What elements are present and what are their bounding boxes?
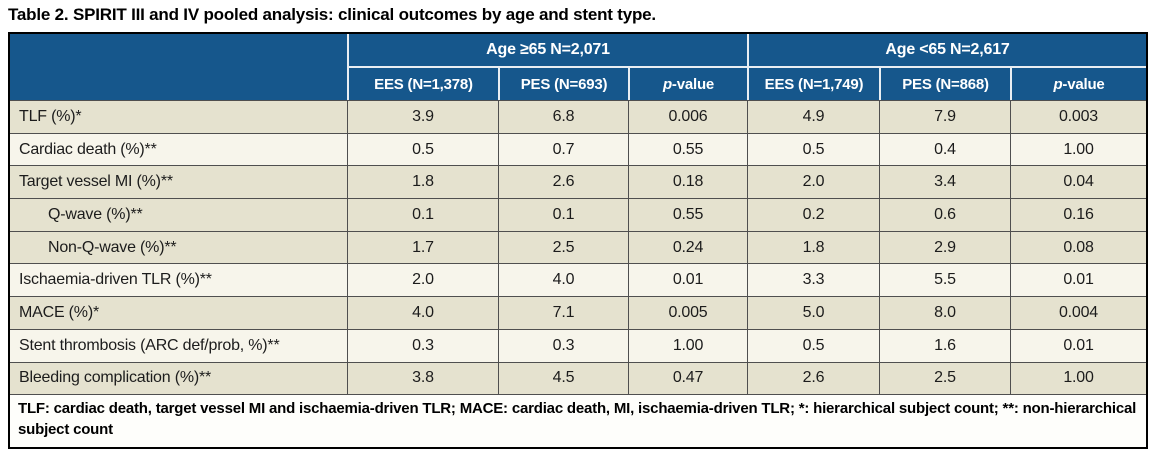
value-cell: 1.7 [347,231,498,264]
row-label: Cardiac death (%)** [19,140,157,158]
value-cell: 0.24 [628,231,747,264]
table-row-tlf: TLF (%)* 3.9 6.8 0.006 4.9 7.9 0.003 [10,100,1146,133]
value-cell: 3.4 [879,166,1010,199]
table-row-cardiac-death: Cardiac death (%)** 0.5 0.7 0.55 0.5 0.4… [10,132,1146,166]
value-cell: 2.6 [747,362,879,395]
value-cell: 1.00 [1010,362,1146,395]
row-label: Ischaemia-driven TLR (%)** [19,271,212,289]
value-cell: 0.47 [628,362,747,395]
value-cell: 0.08 [1010,231,1146,264]
value-cell: 2.0 [347,264,498,297]
pvalue-rest: -value [671,75,715,93]
value-cell: 1.6 [879,329,1010,362]
value-cell: 0.006 [628,101,747,133]
row-label: Target vessel MI (%)** [19,173,173,191]
value-cell: 0.3 [498,329,628,362]
col-header-ees-ge65: EES (N=1,378) [347,68,498,100]
value-cell: 3.3 [747,264,879,297]
col-header-pvalue-lt65: p -value [1010,68,1146,100]
value-cell: 5.5 [879,264,1010,297]
value-cell: 7.1 [498,297,628,329]
value-cell: 2.5 [879,362,1010,395]
value-cell: 8.0 [879,297,1010,329]
value-cell: 0.01 [1010,329,1146,362]
value-cell: 4.0 [347,297,498,329]
value-cell: 0.5 [747,133,879,166]
value-cell: 4.0 [498,264,628,297]
value-cell: 0.04 [1010,166,1146,199]
value-cell: 0.1 [498,199,628,231]
value-cell: 0.005 [628,297,747,329]
value-cell: 0.4 [879,133,1010,166]
value-cell: 0.5 [347,133,498,166]
col-header-pes-ge65: PES (N=693) [498,68,628,100]
value-cell: 6.8 [498,101,628,133]
value-cell: 3.8 [347,362,498,395]
row-label: Bleeding complication (%)** [19,369,212,387]
value-cell: 2.9 [879,231,1010,264]
value-cell: 3.9 [347,101,498,133]
value-cell: 0.55 [628,199,747,231]
value-cell: 2.6 [498,166,628,199]
value-cell: 0.3 [347,329,498,362]
row-label-indented: Q-wave (%)** [48,205,143,223]
value-cell: 2.5 [498,231,628,264]
table-caption: Table 2. SPIRIT III and IV pooled analys… [8,5,656,24]
table-row-target-vessel-mi: Target vessel MI (%)** 1.8 2.6 0.18 2.0 … [10,165,1146,199]
pvalue-rest: -value [1062,75,1105,93]
col-header-pvalue-ge65: p -value [628,68,747,100]
table-figure: Table 2. SPIRIT III and IV pooled analys… [0,5,1156,449]
group-header-age-ge65: Age ≥65 N=2,071 [347,34,747,68]
table-row-stent-thrombosis: Stent thrombosis (ARC def/prob, %)** 0.3… [10,328,1146,362]
value-cell: 0.18 [628,166,747,199]
table-row-non-q-wave: Non-Q-wave (%)** 1.7 2.5 0.24 1.8 2.9 0.… [10,230,1146,264]
value-cell: 0.5 [747,329,879,362]
value-cell: 4.5 [498,362,628,395]
col-header-ees-lt65: EES (N=1,749) [747,68,879,100]
value-cell: 4.9 [747,101,879,133]
value-cell: 0.1 [347,199,498,231]
table-row-mace: MACE (%)* 4.0 7.1 0.005 5.0 8.0 0.004 [10,296,1146,329]
value-cell: 7.9 [879,101,1010,133]
clinical-outcomes-table: Age ≥65 N=2,071 Age <65 N=2,617 EES (N=1… [8,32,1148,449]
value-cell: 0.55 [628,133,747,166]
row-label: MACE (%)* [19,303,99,321]
value-cell: 0.2 [747,199,879,231]
pvalue-p: p [662,75,672,93]
value-cell: 1.8 [747,231,879,264]
value-cell: 1.00 [1010,133,1146,166]
row-label: Stent thrombosis (ARC def/prob, %)** [19,336,280,354]
row-label-indented: Non-Q-wave (%)** [48,238,177,256]
value-cell: 0.6 [879,199,1010,231]
pvalue-p: p [1053,75,1063,93]
table-row-q-wave: Q-wave (%)** 0.1 0.1 0.55 0.2 0.6 0.16 [10,198,1146,231]
table-row-ischaemia-driven-tlr: Ischaemia-driven TLR (%)** 2.0 4.0 0.01 … [10,263,1146,297]
value-cell: 0.004 [1010,297,1146,329]
row-label: TLF (%)* [19,107,82,125]
value-cell: 0.16 [1010,199,1146,231]
header-corner-cell [10,34,347,100]
value-cell: 1.00 [628,329,747,362]
value-cell: 1.8 [347,166,498,199]
table-header: Age ≥65 N=2,071 Age <65 N=2,617 EES (N=1… [10,34,1146,100]
value-cell: 0.003 [1010,101,1146,133]
table-row-bleeding-complication: Bleeding complication (%)** 3.8 4.5 0.47… [10,361,1146,395]
value-cell: 0.01 [628,264,747,297]
col-header-pes-lt65: PES (N=868) [879,68,1010,100]
table-footnote: TLF: cardiac death, target vessel MI and… [10,394,1146,447]
value-cell: 5.0 [747,297,879,329]
value-cell: 2.0 [747,166,879,199]
value-cell: 0.01 [1010,264,1146,297]
group-header-age-lt65: Age <65 N=2,617 [747,34,1146,68]
value-cell: 0.7 [498,133,628,166]
